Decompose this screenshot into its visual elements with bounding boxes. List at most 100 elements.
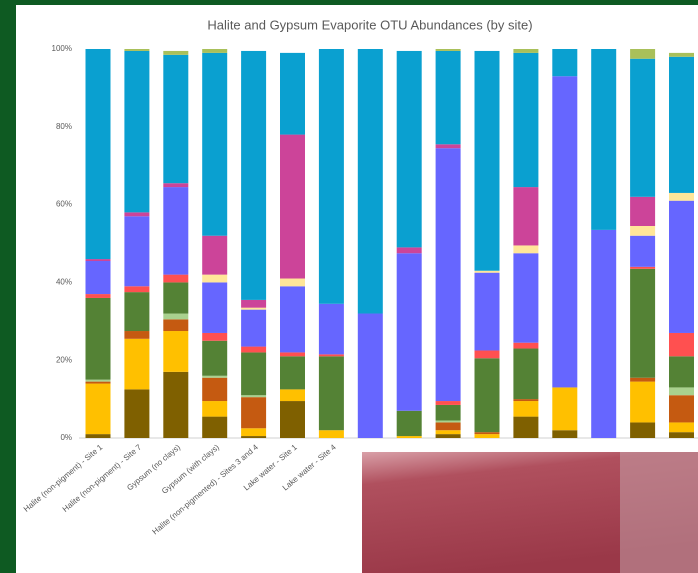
bar-segment <box>669 56 694 193</box>
bar-segment <box>163 282 189 314</box>
bar-segment <box>124 216 150 287</box>
bar-segment <box>124 286 150 293</box>
bar-segment <box>280 286 305 353</box>
bar-segment <box>552 387 578 431</box>
bar-segment <box>202 274 228 283</box>
bar-segment <box>163 371 189 438</box>
bar-segment <box>163 187 189 275</box>
bar-segment <box>85 49 111 260</box>
bar-segment <box>669 52 694 57</box>
bar-segment <box>513 401 539 417</box>
bar-segment <box>85 294 111 298</box>
bar-segment <box>396 247 422 254</box>
bar-segment <box>280 389 305 402</box>
bar-segment <box>669 387 694 396</box>
bar-segment <box>202 340 228 376</box>
bar-segment <box>513 253 539 343</box>
bar-segment <box>85 261 111 295</box>
plot-area: 0%20%40%60%80%100%Halite (non-pigment) -… <box>22 44 698 536</box>
bar-segment <box>591 49 617 230</box>
bar-segment <box>513 187 539 246</box>
bar-segment <box>630 266 656 269</box>
bar-segment <box>241 50 267 300</box>
bar-segment <box>163 313 189 320</box>
bar-segment <box>474 358 500 433</box>
bar-segment <box>85 434 111 438</box>
bar-segment <box>85 381 111 384</box>
bar-segment <box>318 354 344 357</box>
bar-segment <box>85 379 111 382</box>
bar-segment <box>318 49 344 304</box>
bar-segment <box>202 416 228 438</box>
bar-segment <box>85 383 111 435</box>
bar-segment <box>241 428 267 437</box>
bar-segment <box>513 348 539 400</box>
bar-segment <box>396 253 422 411</box>
bar-segment <box>630 381 656 423</box>
bar-segment <box>280 401 305 438</box>
bar-segment <box>591 229 617 438</box>
bar-segment <box>669 432 694 438</box>
y-tick-label: 0% <box>60 433 72 442</box>
bar-segment <box>513 49 539 53</box>
bar-segment <box>669 200 694 333</box>
bar-segment <box>669 422 694 433</box>
bar-segment <box>318 356 344 431</box>
bar-segment <box>435 420 461 423</box>
bar-segment <box>241 346 267 353</box>
bar-segment <box>163 331 189 372</box>
bar-segment <box>241 309 267 347</box>
y-tick-label: 20% <box>56 355 72 364</box>
bar-segment <box>124 212 150 217</box>
bar-segment <box>163 183 189 188</box>
bar-segment <box>124 50 150 213</box>
y-tick-label: 60% <box>56 200 72 209</box>
bar-segment <box>669 356 694 388</box>
bar-segment <box>280 278 305 287</box>
bar-segment <box>630 49 656 59</box>
bar-segment <box>202 282 228 333</box>
bar-segment <box>435 144 461 149</box>
chart-title: Halite and Gypsum Evaporite OTU Abundanc… <box>207 17 532 32</box>
bar-segment <box>163 274 189 283</box>
bar-segment <box>85 297 111 380</box>
bar-segment <box>202 49 228 53</box>
bar-segment <box>124 331 150 339</box>
bar-segment <box>124 292 150 332</box>
bar-segment <box>202 235 228 275</box>
bar-segment <box>435 401 461 405</box>
y-tick-label: 40% <box>56 278 72 287</box>
bar-segment <box>280 356 305 390</box>
bar-segment <box>630 225 656 236</box>
bar-segment <box>202 401 228 417</box>
bar-segment <box>669 395 694 423</box>
bar-segment <box>202 377 228 402</box>
bar-segment <box>552 430 578 438</box>
bar-segment <box>474 434 500 438</box>
bar-segment <box>435 148 461 402</box>
bar-segment <box>280 352 305 357</box>
bar-segment <box>163 50 189 55</box>
bar-segment <box>552 49 578 77</box>
bar-segment <box>241 436 267 438</box>
bar-segment <box>474 272 500 351</box>
bar-segment <box>435 49 461 51</box>
bar-segment <box>474 50 500 271</box>
bar-segment <box>241 299 267 308</box>
bar-segment <box>241 307 267 310</box>
bar-segment <box>241 397 267 429</box>
bar-segment <box>552 76 578 388</box>
bar-segment <box>124 49 150 51</box>
bar-segment <box>357 313 383 438</box>
bar-segment <box>163 319 189 332</box>
bar-segment <box>85 259 111 262</box>
bar-segment <box>630 235 656 267</box>
bar-segment <box>241 352 267 396</box>
bar-segment <box>513 52 539 188</box>
bar-segment <box>669 192 694 201</box>
bar-segment <box>513 416 539 438</box>
bar-segment <box>396 50 422 248</box>
bar-segment <box>435 430 461 435</box>
